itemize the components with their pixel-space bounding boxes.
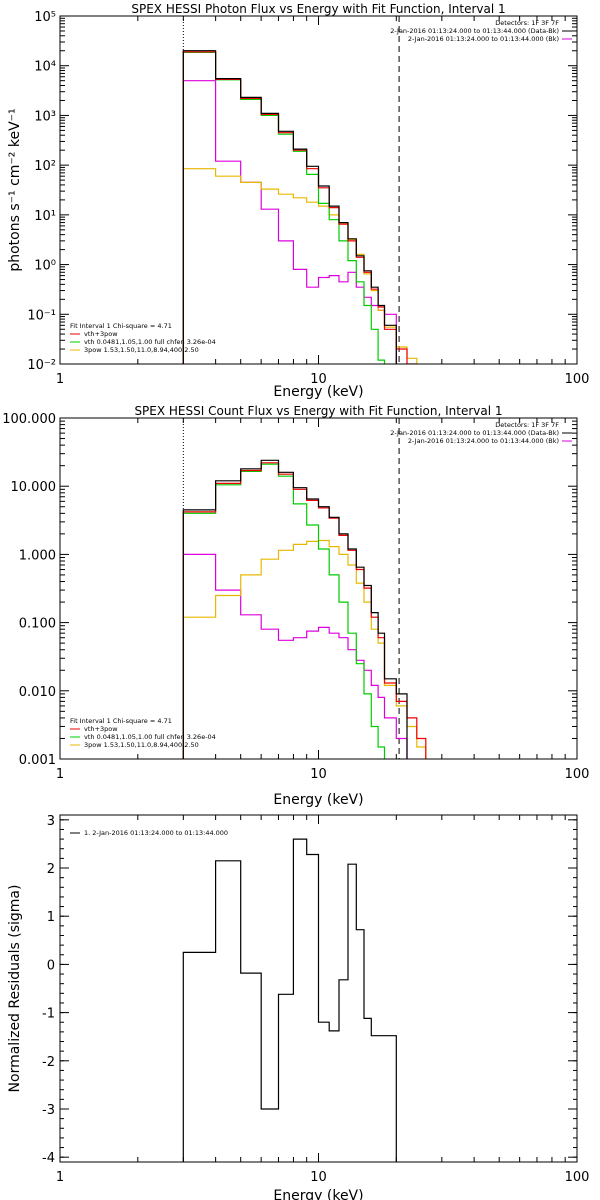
y-axis-label: photons s⁻¹ cm⁻² keV⁻¹ (7, 108, 23, 271)
info-text: Detectors: 1F 3F 7F (495, 19, 559, 27)
plot-title: SPEX HESSI Count Flux vs Energy with Fit… (134, 404, 502, 418)
plot-panel-1: SPEX HESSI Photon Flux vs Energy with Fi… (7, 2, 589, 400)
x-tick-label: 1 (56, 1170, 64, 1185)
x-axis-label: Energy (keV) (273, 1188, 363, 1200)
y-tick-label: 0.010 (19, 685, 56, 700)
series-line-1-2-jan-2016-01-13-24-000-to-01-13-44-000 (182, 838, 397, 1162)
x-axis-label: Energy (keV) (273, 792, 363, 808)
info-text: Detectors: 1F 3F 7F (495, 421, 559, 429)
plot-title: SPEX HESSI Photon Flux vs Energy with Fi… (131, 2, 505, 16)
y-tick-label: 0.100 (19, 617, 56, 632)
y-tick-label: -3 (42, 1103, 55, 1118)
legend-label: 1. 2-Jan-2016 01:13:24.000 to 01:13:44.0… (84, 829, 228, 837)
plot-frame (59, 15, 578, 365)
y-tick-label: 10⁵ (34, 10, 56, 25)
x-tick-label: 1 (56, 372, 64, 387)
x-tick-label: 10 (310, 372, 327, 387)
x-tick-label: 1 (56, 767, 64, 782)
y-tick-label: 0.001 (19, 753, 56, 768)
plot-frame (59, 814, 578, 1163)
y-tick-label: 10³ (34, 109, 56, 124)
y-tick-label: 10⁴ (34, 60, 56, 75)
y-tick-label: 10² (34, 159, 56, 174)
y-tick-label: -4 (42, 1151, 55, 1166)
plot-frame (59, 417, 578, 760)
y-tick-label: 1.000 (19, 548, 56, 563)
legend-header: Fit Interval 1 Chi-square = 4.71 (70, 717, 172, 725)
series-line-vth (182, 463, 386, 759)
x-tick-label: 100 (565, 1170, 590, 1185)
y-tick-label: 10¹ (34, 209, 56, 224)
info-text: 2-Jan-2016 01:13:24.000 to 01:13:44.000 … (390, 27, 559, 35)
legend-label: vth+3pow (84, 725, 118, 733)
y-tick-label: -2 (42, 1055, 55, 1070)
series-line-bk (182, 553, 408, 759)
series-line-vth (182, 51, 386, 364)
series-line-3pow (182, 168, 418, 364)
y-tick-label: 10⁻² (27, 358, 56, 373)
x-tick-label: 100 (565, 372, 590, 387)
legend-label: vth 0.0481,1.05,1.00 full chfen 3.26e-04 (84, 733, 216, 741)
series-line-data-bk (182, 50, 397, 364)
info-text: 2-Jan-2016 01:13:24.000 to 01:13:44.000 … (390, 429, 559, 437)
plot-panel-2: SPEX HESSI Count Flux vs Energy with Fit… (2, 404, 589, 808)
y-tick-label: 1 (47, 910, 55, 925)
y-tick-label: -1 (42, 1007, 55, 1022)
legend-label: vth 0.0481,1.05,1.00 full chfen 3.26e-04 (84, 338, 216, 346)
y-tick-label: 0 (47, 958, 55, 973)
info-text: 2-Jan-2016 01:13:24.000 to 01:13:44.000 … (408, 437, 559, 445)
legend-header: Fit Interval 1 Chi-square = 4.71 (70, 322, 172, 330)
x-tick-label: 10 (310, 767, 327, 782)
y-tick-label: 10⁻¹ (27, 308, 56, 323)
x-tick-label: 10 (310, 1170, 327, 1185)
legend-label: 3pow 1.53,1.50,11.0,8.94,400,2.50 (84, 346, 199, 354)
y-axis-label: Normalized Residuals (sigma) (7, 885, 23, 1093)
y-tick-label: 10.000 (11, 480, 57, 495)
series-line-data-bk (182, 459, 408, 759)
series-line-3pow (182, 539, 427, 759)
legend-label: vth+3pow (84, 330, 118, 338)
legend-label: 3pow 1.53,1.50,11.0,8.94,400,2.50 (84, 741, 199, 749)
series-line-bk (182, 80, 397, 364)
y-tick-label: 3 (47, 814, 55, 829)
series-line-vth-3pow (182, 462, 427, 759)
y-tick-label: 100.000 (2, 412, 56, 427)
y-tick-label: 2 (47, 862, 55, 877)
x-tick-label: 100 (565, 767, 590, 782)
x-axis-label: Energy (keV) (273, 384, 363, 400)
info-text: 2-Jan-2016 01:13:24.000 to 01:13:44.000 … (408, 35, 559, 43)
series-line-vth-3pow (182, 51, 417, 364)
y-tick-label: 10⁰ (34, 259, 56, 274)
plot-panel-3: 1 10 100 -4 -3 -2 -1 0 1 2 3 Energy (keV) Normalized… (7, 814, 589, 1200)
